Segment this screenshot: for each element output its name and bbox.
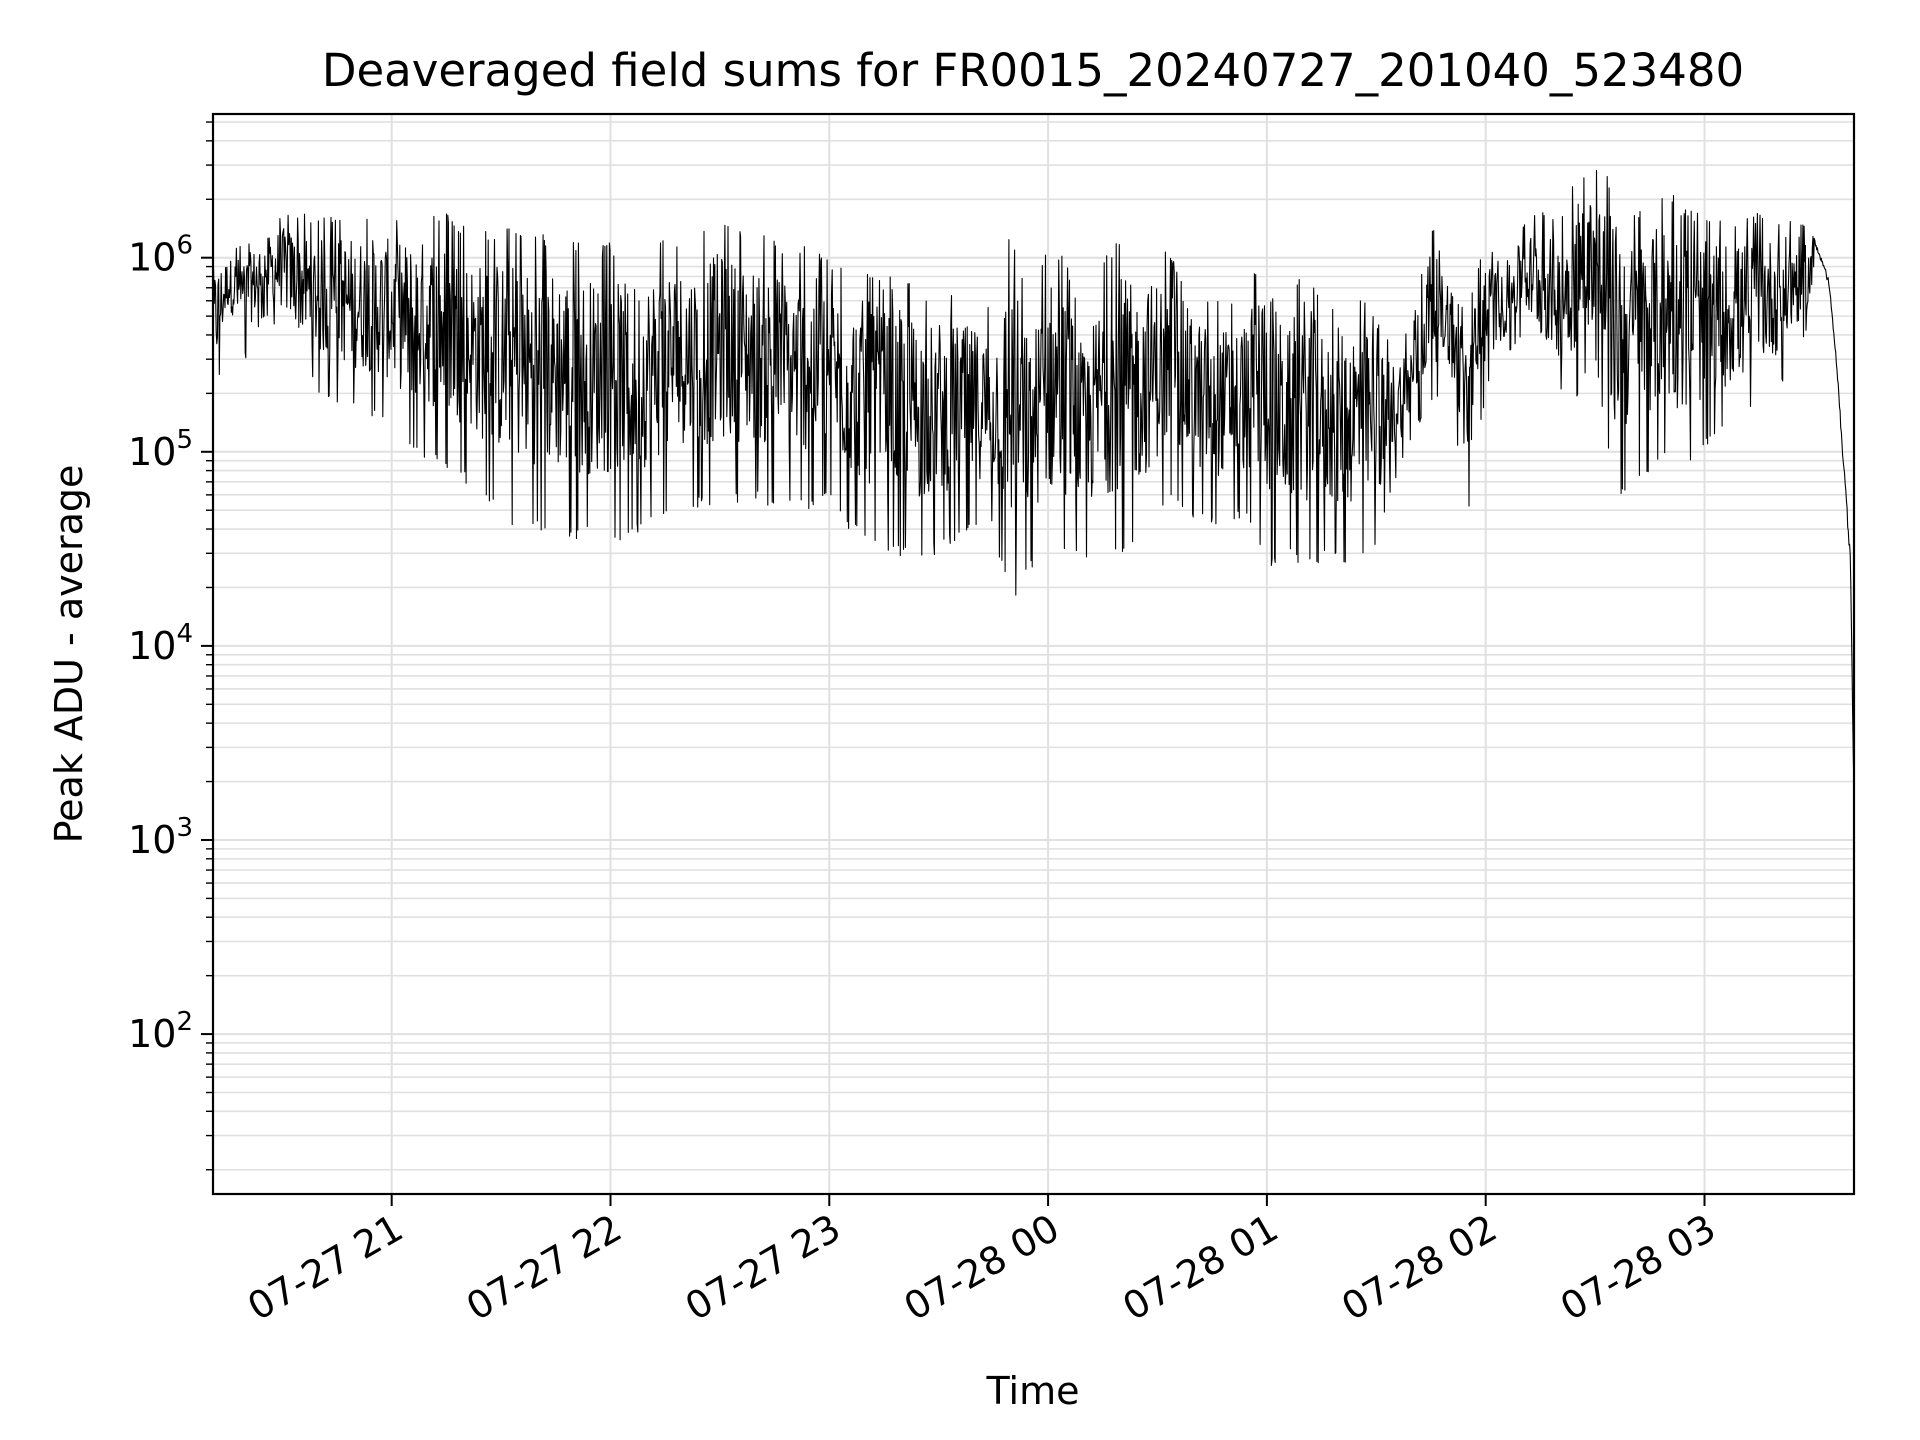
series-layer [212,169,1855,1112]
y-tick-label: 103 [128,813,193,862]
y-tick-label: 106 [128,231,193,280]
x-axis-label: Time [986,1369,1080,1413]
y-axis-label: Peak ADU - average [47,465,91,844]
y-tick-label: 102 [128,1007,193,1056]
y-tick-label: 105 [128,425,193,474]
y-tick-label: 104 [128,619,193,668]
chart-title: Deaveraged field sums for FR0015_2024072… [322,44,1744,97]
series-line [212,169,1855,1112]
plot-frame [211,112,1856,1196]
y-axis: 102 103 104 105 106 [128,121,213,1171]
